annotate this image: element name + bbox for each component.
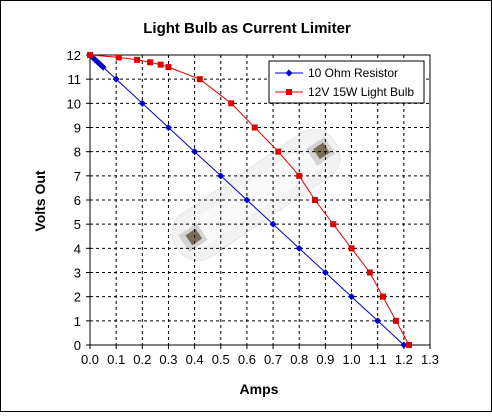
data-point-resistor (348, 293, 356, 301)
data-point-resistor (164, 124, 172, 131)
y-tick-label: 1 (74, 314, 81, 329)
data-point-bulb (115, 54, 122, 61)
data-point-bulb (228, 100, 235, 107)
x-tick-label: 1.1 (369, 352, 387, 367)
data-point-bulb (348, 245, 355, 252)
legend-box (268, 60, 425, 104)
data-point-resistor (295, 244, 303, 252)
data-point-resistor (99, 63, 107, 71)
data-point-bulb (379, 293, 386, 300)
data-point-resistor (400, 341, 408, 349)
bulb-photo (171, 129, 341, 261)
y-axis-title: Volts Out (32, 170, 48, 232)
data-point-resistor (191, 148, 199, 156)
y-tick-label: 12 (67, 48, 81, 63)
x-tick-label: 1.0 (342, 352, 360, 367)
data-point-resistor (138, 99, 146, 107)
y-tick-label: 4 (74, 241, 81, 256)
data-point-resistor (269, 220, 277, 228)
data-point-bulb (330, 221, 337, 228)
data-point-bulb (87, 52, 93, 58)
x-tick-label: 0.7 (264, 352, 282, 367)
x-tick-label: 0.9 (316, 352, 334, 367)
data-point-bulb (251, 124, 258, 131)
legend-marker-resistor (285, 69, 293, 77)
data-point-bulb (147, 59, 154, 66)
x-tick-label: 0.0 (81, 352, 99, 367)
x-tick-label: 1.2 (395, 352, 413, 367)
x-axis-title: Amps (240, 381, 279, 397)
data-point-bulb (366, 269, 373, 276)
x-tick-label: 0.2 (133, 352, 151, 367)
y-tick-label: 8 (74, 145, 81, 160)
data-point-resistor (112, 75, 120, 83)
data-point-resistor (374, 317, 382, 325)
y-tick-label: 11 (68, 72, 82, 87)
x-tick-label: 0.4 (186, 352, 204, 367)
y-tick-label: 0 (74, 338, 81, 353)
data-point-resistor (243, 196, 251, 204)
legend-marker-bulb (286, 89, 292, 95)
y-tick-label: 10 (67, 96, 81, 111)
y-tick-label: 2 (74, 290, 81, 305)
legend-label-resistor: 10 Ohm Resistor (308, 66, 398, 80)
data-point-bulb (275, 148, 282, 155)
legend: 10 Ohm Resistor 12V 15W Light Bulb (268, 60, 425, 104)
data-point-bulb (165, 64, 172, 71)
x-tick-label: 0.5 (212, 352, 230, 367)
data-point-resistor (217, 172, 225, 180)
data-point-bulb (296, 172, 303, 179)
legend-label-bulb: 12V 15W Light Bulb (308, 85, 414, 99)
data-point-resistor (321, 269, 329, 276)
y-tick-label: 6 (74, 193, 81, 208)
x-tick-label: 0.3 (159, 352, 177, 367)
y-tick-label: 7 (74, 169, 81, 184)
x-tick-label: 0.6 (238, 352, 256, 367)
data-point-bulb (196, 76, 203, 83)
y-tick-label: 3 (74, 266, 81, 281)
series-layer (86, 51, 413, 349)
y-tick-label: 5 (74, 217, 81, 232)
data-point-bulb (406, 342, 413, 348)
data-point-bulb (393, 317, 399, 324)
data-point-bulb (157, 61, 164, 68)
x-tick-label: 0.1 (107, 352, 125, 367)
data-point-bulb (311, 197, 318, 203)
y-tick-label: 9 (74, 121, 81, 136)
data-point-bulb (134, 56, 141, 63)
x-tick-label: 0.8 (290, 352, 308, 367)
x-tick-label: 1.3 (421, 352, 439, 367)
x-axis-ticks: 0.0 0.1 0.2 0.3 0.4 0.5 0.6 0.7 0.8 0.9 1.0 1.1 1.2 1… (81, 345, 439, 367)
chart-title: Light Bulb as Current Limiter (143, 20, 351, 37)
